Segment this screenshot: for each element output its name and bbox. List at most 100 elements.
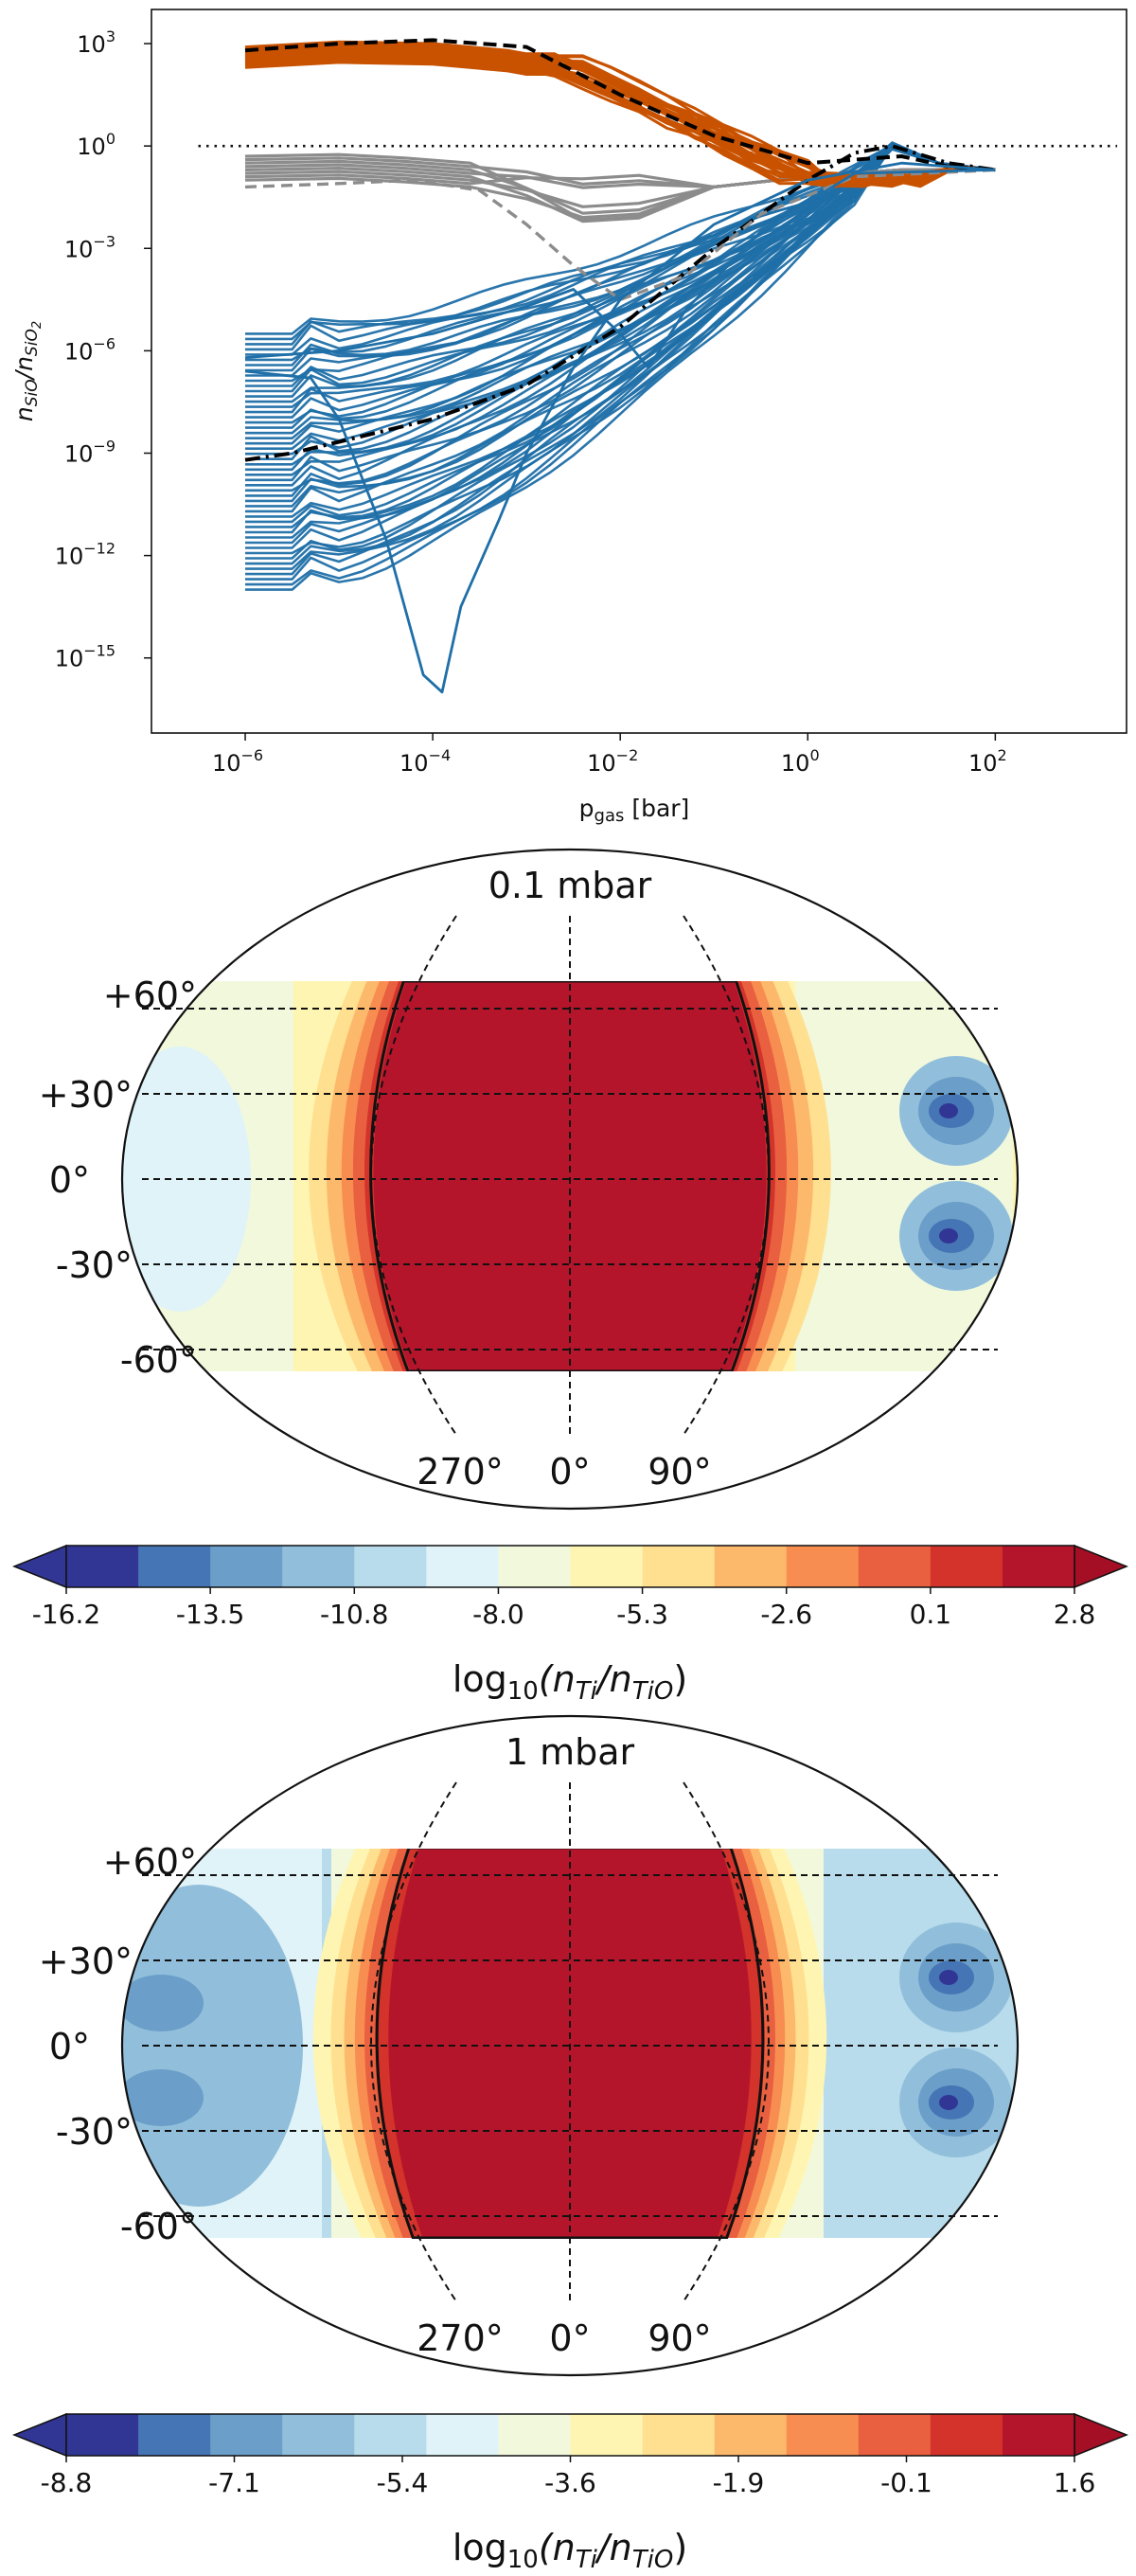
colorbar-segment	[354, 1546, 427, 1587]
colorbar-segment	[930, 1546, 1003, 1587]
x-tick-label: 10−2	[587, 746, 638, 777]
x-tick-base: 10	[212, 750, 241, 777]
x-label-unit: [bar]	[624, 795, 689, 822]
y-axis-label: nSiO/nSiO2	[10, 321, 44, 421]
colorbar-tick-label: 1.6	[1054, 2467, 1096, 2498]
y-tick-label: 10−3	[64, 232, 115, 262]
colorbar-2: -8.8 -7.1 -5.4 -3.6 -1.9 -0.1 1.6	[11, 2412, 1129, 2498]
colorbar-segment	[138, 1546, 211, 1587]
cb1-log: log	[453, 1658, 507, 1700]
line-chart: 10−6 10−4 10−2 100 10210310010−310−610−910−1…	[10, 9, 1127, 826]
x-label-main: p	[579, 795, 595, 822]
y-label-n1: n	[10, 406, 38, 421]
longitude-label: 90°	[648, 1451, 711, 1493]
cb1-s2: TiO	[632, 1677, 674, 1706]
meridian-270	[370, 915, 457, 1436]
cb2-mid: /n	[595, 2527, 632, 2568]
colorbar-segment	[282, 1546, 355, 1587]
colorbar-tick-label: -2.6	[760, 1599, 812, 1630]
latitude-label: -30°	[56, 2111, 133, 2153]
colorbar-arrow-high	[1074, 2412, 1129, 2458]
cb2-s2: TiO	[632, 2546, 674, 2574]
y-tick-base: 10	[77, 134, 106, 160]
meridian-90	[683, 915, 770, 1436]
colorbar-segment	[858, 2414, 932, 2456]
minimum-core	[939, 2095, 958, 2110]
contour-west-lobe-s	[122, 2069, 204, 2126]
series-blue-line	[245, 144, 996, 362]
colorbar-tick-label: -13.5	[176, 1599, 244, 1630]
cb1-close: )	[673, 1658, 687, 1700]
x-tick-base: 10	[399, 750, 429, 777]
colorbar-segment	[426, 2414, 499, 2456]
colorbar-segment	[282, 2414, 355, 2456]
latitude-label: 0°	[49, 1159, 90, 1201]
colorbar-segment	[642, 2414, 716, 2456]
contour-east-outer	[795, 981, 1013, 1371]
meridian-90	[683, 1781, 770, 2302]
cb2-close: )	[673, 2527, 687, 2568]
map-2-boundary	[120, 1714, 1020, 2377]
dayside-contour-5	[373, 981, 767, 1371]
y-tick-base: 10	[77, 31, 106, 58]
y-label-s2b: 2	[30, 321, 44, 329]
y-tick-base: 10	[64, 338, 94, 365]
colorbar-segment	[1002, 2414, 1075, 2456]
x-tick-label: 102	[968, 746, 1007, 777]
colorbar-tick-label: -7.1	[208, 2467, 260, 2498]
longitude-label: 90°	[648, 2317, 711, 2359]
y-label-s2: SiO	[23, 329, 42, 356]
map-1-axis-labels: +60° +30° 0° -30° -60° 270° 0° 90°	[39, 975, 712, 1493]
colorbar-tick-label: -0.1	[880, 2467, 932, 2498]
colorbar-segment	[786, 1546, 860, 1587]
contour-west-lobe-n	[122, 1975, 204, 2031]
map-panel-1: 0.1 mbar +60° +30° 0° -30° -60° 270° 0° 90°	[39, 848, 1020, 1511]
colorbar-segment	[498, 2414, 571, 2456]
x-tick-label: 10−6	[212, 746, 263, 777]
series-blue-line	[245, 145, 996, 367]
colorbar-arrow-high	[1074, 1544, 1129, 1589]
colorbar-segment	[210, 2414, 283, 2456]
dayside-contour-6	[388, 1849, 752, 2238]
colorbar-segment	[570, 1546, 644, 1587]
x-tick-label: 10−4	[399, 746, 451, 777]
axis-ticks: 10−6 10−4 10−2 100 10210310010−310−610−910−1…	[55, 27, 1007, 777]
colorbar-arrow-low	[11, 1544, 67, 1589]
latitude-label: +60°	[103, 1841, 197, 1883]
colorbar-segment	[138, 2414, 211, 2456]
series-gray-dashed	[244, 168, 996, 301]
cb1-mid: /n	[595, 1658, 632, 1700]
series-blue-line	[245, 144, 996, 408]
series-blue-midpressure-dip	[244, 169, 996, 369]
longitude-label: 0°	[549, 2317, 590, 2359]
colorbar-segment	[858, 1546, 932, 1587]
y-tick-exp: −6	[93, 334, 115, 352]
series-blue-line	[245, 144, 996, 476]
latitude-label: -60°	[120, 1339, 197, 1381]
x-tick-exp: 2	[998, 746, 1007, 764]
y-tick-label: 10−12	[55, 540, 115, 570]
y-tick-label: 10−15	[55, 642, 115, 672]
colorbar-tick-label: -16.2	[32, 1599, 100, 1630]
cb2-open: (n	[539, 2527, 576, 2568]
cb1-s1: Ti	[576, 1677, 598, 1706]
colorbar-segment	[714, 1546, 788, 1587]
x-axis-label: pgas [bar]	[579, 795, 690, 826]
x-tick-exp: −4	[429, 746, 452, 764]
colorbar-segment	[714, 2414, 788, 2456]
map-2-title: 1 mbar	[506, 1731, 635, 1773]
colorbar-arrow-low	[11, 2412, 67, 2458]
series-blue-line	[245, 142, 996, 503]
colorbar-segment	[642, 1546, 716, 1587]
y-tick-label: 10−9	[64, 437, 115, 467]
y-tick-base: 10	[55, 544, 84, 570]
map-1-gridlines	[142, 915, 998, 1436]
map-2-gridlines	[142, 1781, 998, 2302]
colorbar-tick-label: -1.9	[713, 2467, 765, 2498]
y-tick-exp: −3	[93, 232, 115, 250]
latitude-label: +30°	[39, 1074, 133, 1116]
map-2-axis-labels: +60° +30° 0° -30° -60° 270° 0° 90°	[39, 1841, 712, 2359]
colorbar-tick-label: -5.3	[616, 1599, 668, 1630]
y-tick-label: 103	[77, 27, 115, 58]
